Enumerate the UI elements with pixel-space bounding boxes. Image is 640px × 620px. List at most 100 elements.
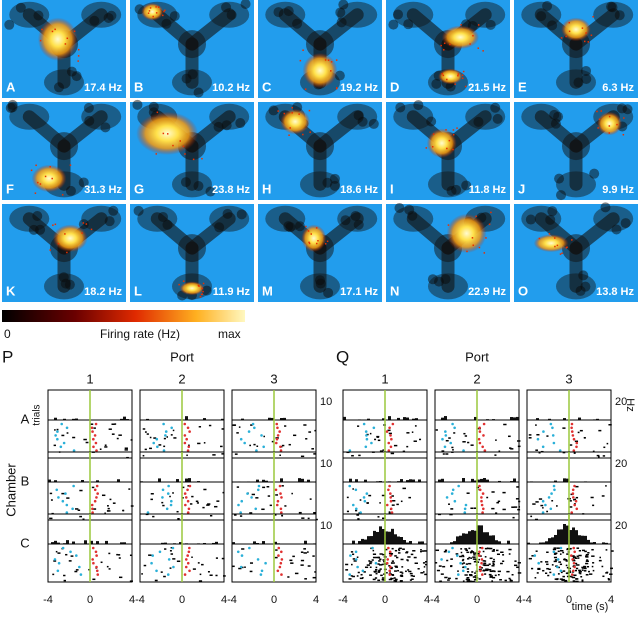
raster-spike xyxy=(377,516,380,518)
arena-bump xyxy=(322,177,333,188)
x-label: time (s) xyxy=(572,601,609,613)
raster-spike xyxy=(406,432,410,434)
raster-spike xyxy=(489,575,494,577)
raster-spike xyxy=(542,507,544,509)
trial-marker-exit xyxy=(187,550,191,554)
raster-spike xyxy=(553,553,557,555)
trial-marker-cue xyxy=(361,569,365,573)
raster-spike xyxy=(508,435,511,438)
raster-spike xyxy=(275,549,278,551)
psth-bar xyxy=(412,418,415,420)
raster-spike xyxy=(470,550,473,552)
psth-bar xyxy=(563,478,566,482)
spike-dot xyxy=(469,43,471,45)
raster-spike xyxy=(589,573,593,575)
raster-spike xyxy=(599,556,601,559)
raster-spike xyxy=(300,559,305,562)
trial-marker-exit xyxy=(92,437,95,441)
raster-spike xyxy=(495,512,498,514)
trial-marker-exit xyxy=(385,561,389,565)
port-label: 2 xyxy=(178,371,185,386)
raster-spike xyxy=(107,505,109,507)
psth-bar xyxy=(379,526,382,544)
psth-bar xyxy=(307,479,310,482)
raster-spike xyxy=(170,434,173,436)
arena-bump xyxy=(329,173,340,184)
raster-spike xyxy=(402,548,405,550)
raster-spike xyxy=(195,500,199,503)
trial-marker-exit xyxy=(478,430,482,433)
psth-bar xyxy=(465,533,468,544)
raster-spike xyxy=(176,560,181,563)
psth-bar xyxy=(513,417,516,420)
spike-dot xyxy=(441,72,444,75)
spike-dot xyxy=(608,115,611,118)
trial-marker-exit xyxy=(186,561,190,565)
psth-bar xyxy=(66,540,69,544)
trial-marker-cue xyxy=(552,441,556,445)
trial-marker-cue xyxy=(365,434,368,437)
raster-spike xyxy=(564,579,567,582)
psth-bar xyxy=(554,480,557,482)
trial-marker-cue xyxy=(53,558,57,561)
spike-dot xyxy=(454,83,456,85)
spike-dot xyxy=(199,296,202,298)
spike-dot xyxy=(442,74,445,77)
psth-bar xyxy=(548,418,551,420)
trial-marker-exit xyxy=(385,430,389,433)
raster-spike xyxy=(485,568,489,570)
trial-marker-exit xyxy=(185,437,188,441)
raster-spike xyxy=(489,576,493,578)
raster-spike xyxy=(187,485,190,487)
panel-letter: L xyxy=(134,283,142,298)
raster-spike xyxy=(149,447,152,450)
raster-spike xyxy=(536,572,539,574)
raster-spike xyxy=(508,577,511,580)
trial-marker-exit xyxy=(183,573,187,576)
raster-spike xyxy=(535,550,538,552)
raster-spike xyxy=(409,579,412,581)
psth-bar xyxy=(370,536,373,544)
place-field-panel: O 13.8 Hz xyxy=(514,202,638,302)
raster-spike xyxy=(273,514,277,516)
raster-spike xyxy=(313,453,317,455)
arena-bump xyxy=(285,222,296,233)
psth-bar xyxy=(492,535,495,544)
trial-marker-exit xyxy=(573,484,576,488)
trial-marker-cue xyxy=(348,573,352,576)
raster-spike xyxy=(549,571,552,574)
raster-spike xyxy=(569,500,572,502)
place-field-panel: F 31.3 Hz xyxy=(2,99,126,200)
spike-dot xyxy=(445,129,447,131)
trial-marker-exit xyxy=(480,558,484,561)
trial-marker-exit xyxy=(387,488,390,492)
y-tick-label: 10 xyxy=(320,520,332,532)
raster-spike xyxy=(462,562,466,564)
raster-spike xyxy=(443,550,447,553)
trial-marker-cue xyxy=(237,503,240,507)
raster-spike xyxy=(241,548,245,550)
raster-spike xyxy=(465,578,469,581)
raster-spike xyxy=(572,580,576,582)
arena-bump xyxy=(556,190,567,201)
raster-spike xyxy=(199,573,202,576)
trial-marker-exit xyxy=(184,565,188,569)
raster-spike xyxy=(496,501,500,504)
raster-spike xyxy=(511,506,515,508)
psth-bar xyxy=(444,416,447,420)
spike-dot xyxy=(155,153,158,155)
trial-marker-exit xyxy=(570,554,573,557)
psth-bar xyxy=(355,479,358,482)
raster-spike xyxy=(581,579,584,581)
psth-bar xyxy=(418,479,421,482)
raster-spike xyxy=(473,554,476,556)
raster-spike xyxy=(375,556,379,559)
arena-bump xyxy=(66,66,77,77)
arena-bump xyxy=(336,17,347,28)
raster-spike xyxy=(512,516,515,519)
raster-spike xyxy=(129,554,132,557)
spike-dot xyxy=(298,113,300,115)
psth-bar xyxy=(605,542,608,544)
raster-spike xyxy=(366,433,369,436)
raster-spike xyxy=(160,571,163,573)
